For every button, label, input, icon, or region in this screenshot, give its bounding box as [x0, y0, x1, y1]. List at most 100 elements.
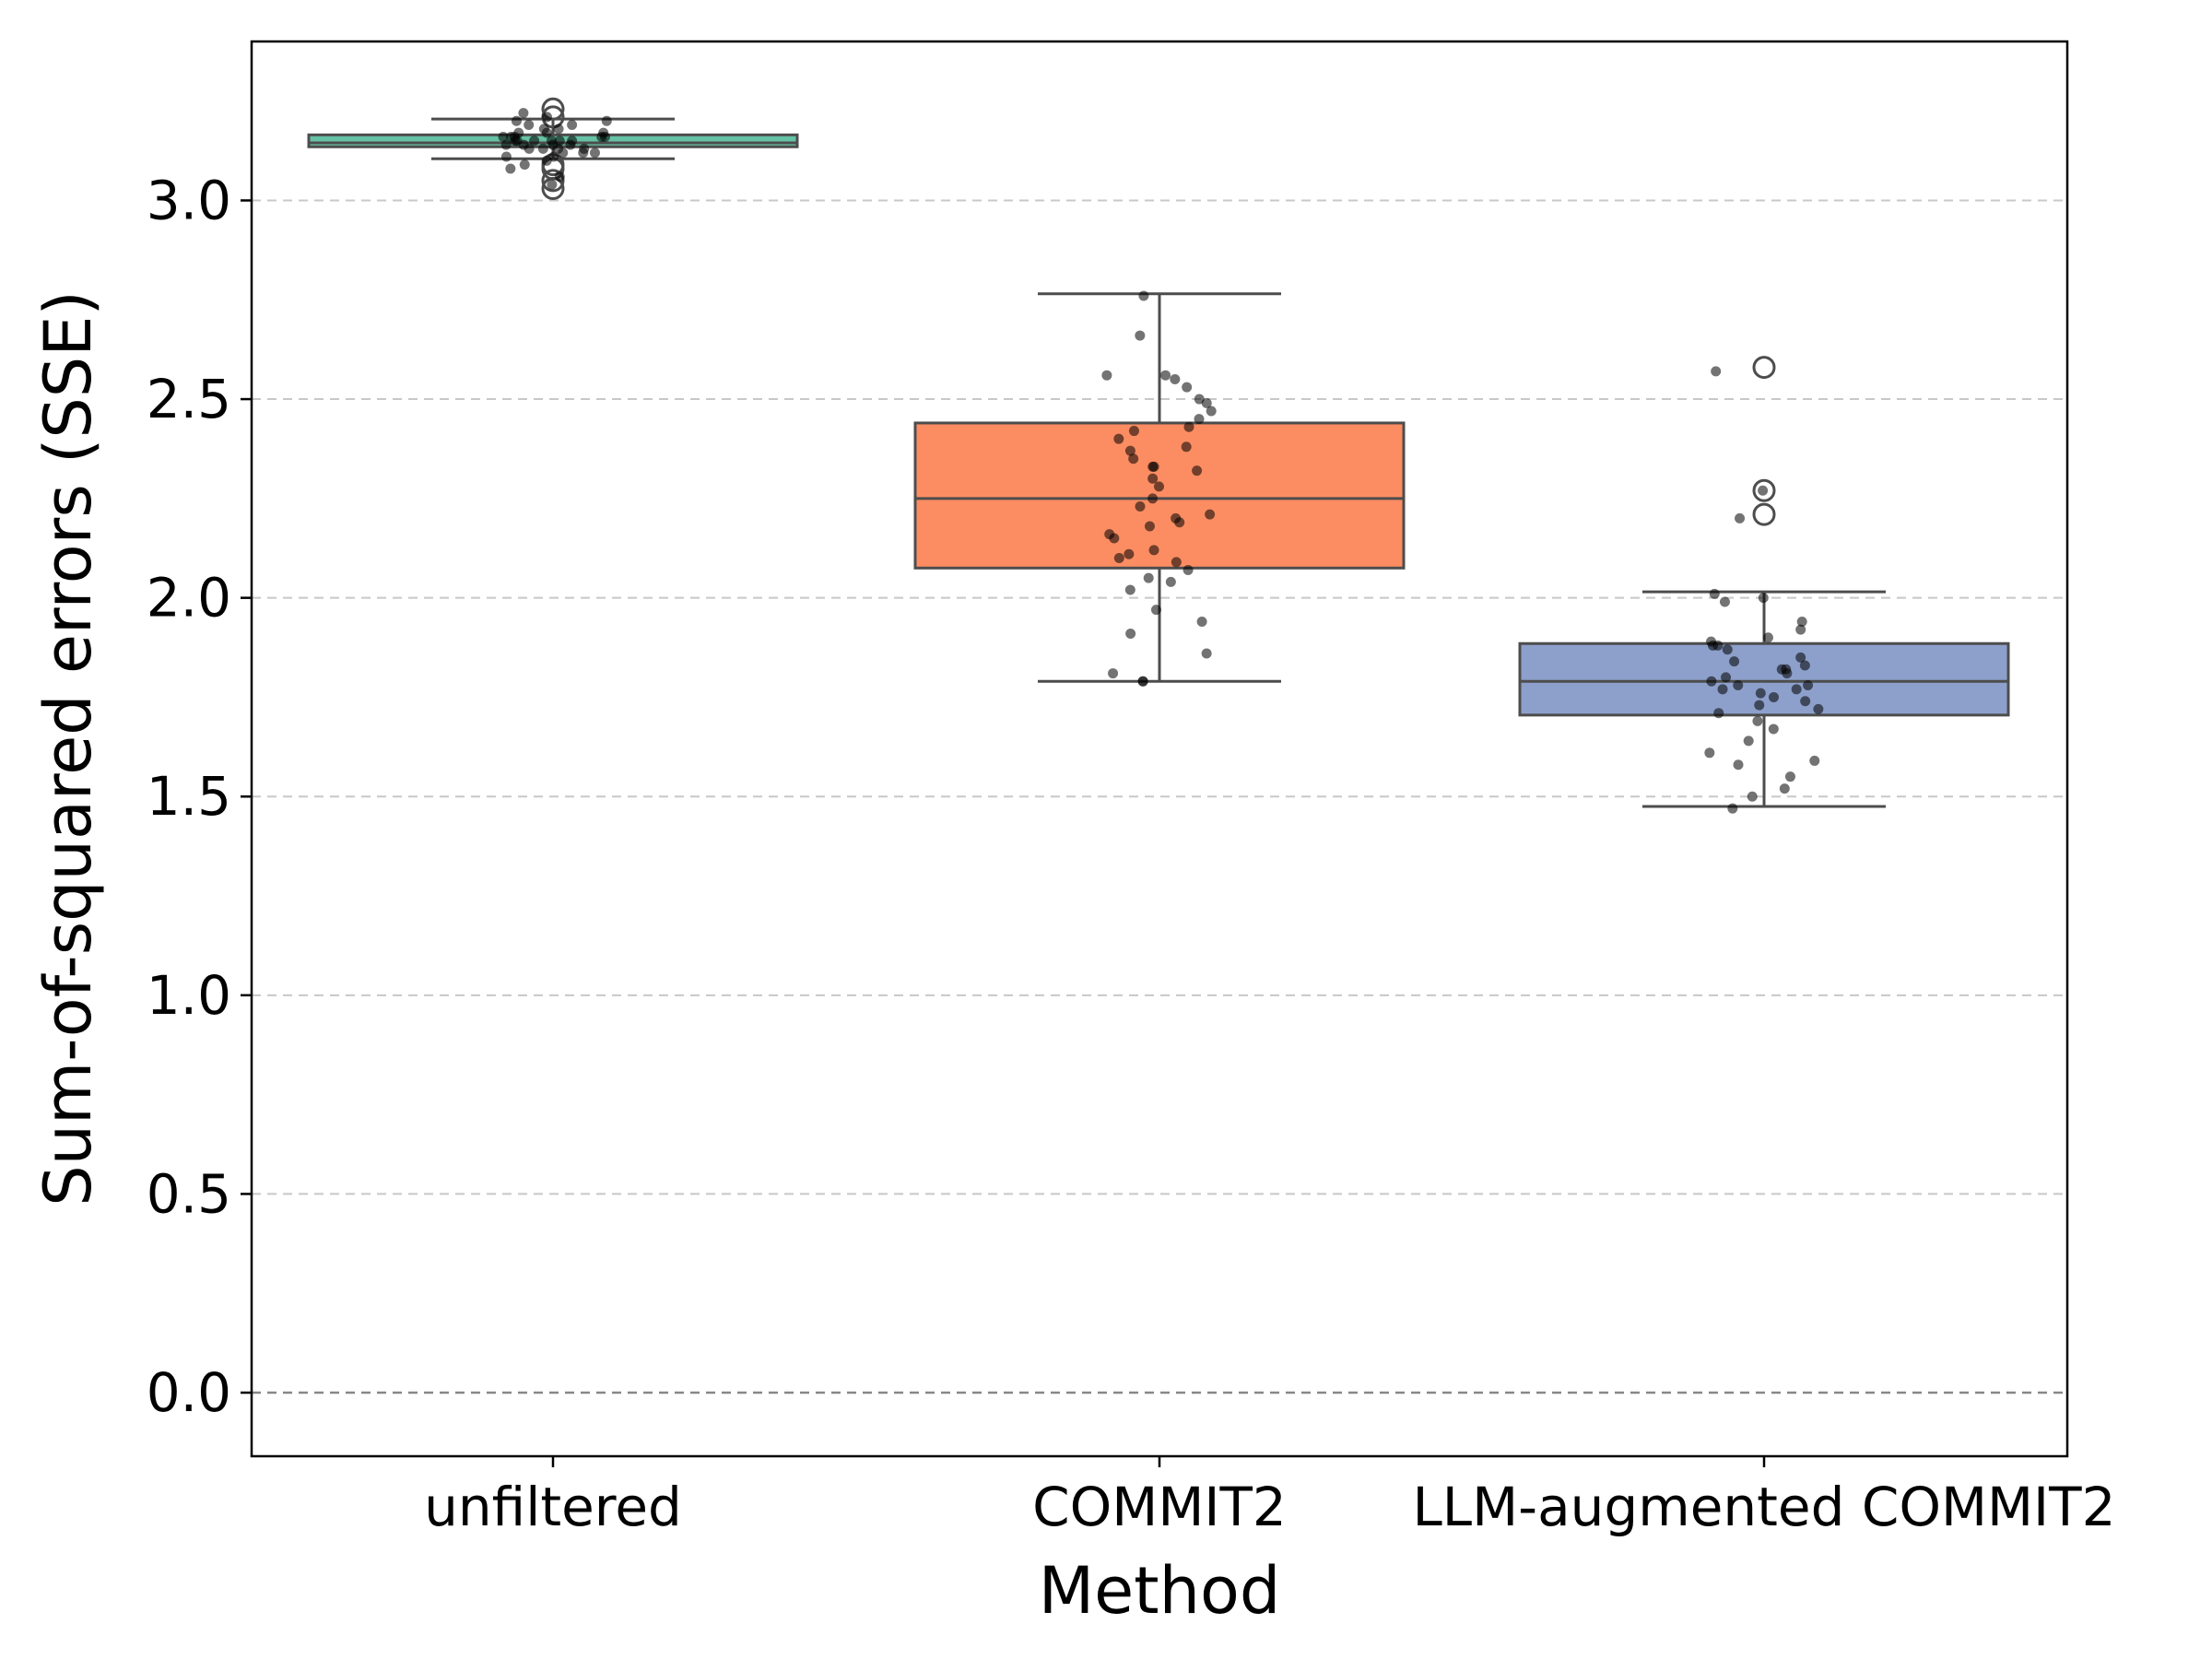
data-point: [1795, 652, 1806, 663]
y-axis-ticks: 0.0 0.5 1.0 1.5 2.0 2.5 3.0: [147, 169, 252, 1424]
data-point: [1171, 557, 1182, 568]
data-point: [1135, 500, 1146, 512]
data-point: [1709, 588, 1720, 599]
outlier-marker: [1752, 502, 1776, 526]
outlier-marker: [541, 97, 565, 121]
data-point: [1182, 382, 1193, 393]
data-point: [554, 171, 565, 182]
jitter-points: [498, 108, 1824, 814]
y-tick-label: 0.5: [147, 1162, 231, 1225]
data-point: [601, 115, 612, 126]
data-point: [1754, 700, 1765, 711]
data-point: [1719, 596, 1730, 607]
data-point: [1196, 617, 1207, 628]
data-point: [1194, 394, 1205, 405]
outlier-marker: [1752, 478, 1776, 502]
data-point: [1147, 461, 1159, 472]
data-point: [553, 124, 564, 135]
data-point: [1171, 512, 1182, 524]
data-point: [554, 135, 565, 147]
x-axis-label: Method: [1039, 1553, 1281, 1629]
data-point: [1711, 366, 1722, 377]
data-point: [1743, 735, 1754, 747]
data-point: [524, 120, 535, 131]
y-axis-label: Sum-of-squared errors (SSE): [30, 290, 106, 1206]
data-point: [598, 127, 609, 138]
data-point: [1138, 290, 1149, 301]
data-point: [546, 135, 557, 147]
data-point: [1147, 493, 1159, 504]
y-tick-label: 1.0: [147, 964, 231, 1027]
data-point: [538, 124, 549, 135]
x-tick-label: LLM-augmented COMMIT2: [1412, 1476, 2115, 1538]
x-tick-label: COMMIT2: [1032, 1476, 1287, 1538]
data-point: [1148, 545, 1159, 556]
data-point: [1201, 648, 1212, 659]
data-point: [1747, 791, 1758, 802]
data-point: [498, 131, 509, 142]
data-point: [1799, 660, 1810, 671]
data-point: [1113, 433, 1124, 444]
outlier-marker: [1752, 356, 1776, 380]
data-point: [519, 159, 530, 171]
x-axis-ticks: unfiltered COMMIT2 LLM-augmented COMMIT2: [424, 1456, 2116, 1538]
data-point: [1721, 672, 1732, 683]
data-point: [1727, 803, 1738, 814]
data-point: [567, 135, 578, 147]
data-point: [1205, 509, 1216, 520]
data-point: [1128, 426, 1139, 437]
data-point: [1768, 724, 1779, 735]
data-point: [1143, 572, 1154, 583]
data-point: [511, 115, 522, 126]
data-point: [1170, 374, 1181, 385]
y-tick-label: 0.0: [147, 1361, 231, 1424]
data-point: [1733, 680, 1744, 691]
y-tick-label: 3.0: [147, 169, 231, 231]
data-point: [1150, 605, 1161, 616]
data-point: [1809, 755, 1820, 766]
data-point: [1729, 656, 1740, 667]
data-point: [1706, 636, 1717, 647]
data-point: [500, 151, 512, 162]
x-tick-label: unfiltered: [424, 1476, 682, 1538]
data-point: [1784, 771, 1795, 782]
data-point: [548, 151, 559, 162]
data-point: [1153, 481, 1164, 492]
y-tick-label: 1.5: [147, 765, 231, 828]
data-point: [1147, 473, 1159, 484]
y-tick-label: 2.5: [147, 368, 231, 430]
data-point: [505, 163, 516, 174]
data-point: [1706, 676, 1717, 687]
data-point: [509, 131, 520, 142]
data-point: [1722, 644, 1733, 655]
data-point: [1183, 421, 1194, 432]
data-point: [589, 147, 600, 159]
data-point: [1206, 406, 1217, 417]
interquartile-box: [1518, 641, 2010, 717]
data-point: [1113, 553, 1124, 564]
data-point: [1813, 703, 1824, 714]
data-point: [1194, 414, 1205, 425]
data-point: [553, 143, 564, 154]
data-point: [567, 120, 578, 131]
data-point: [1137, 676, 1148, 687]
data-point: [1128, 453, 1139, 465]
data-point: [1124, 445, 1135, 456]
data-point: [1803, 680, 1814, 691]
data-point: [1160, 370, 1171, 381]
data-point: [1795, 624, 1806, 635]
data-point: [1104, 529, 1115, 540]
data-point: [1717, 684, 1728, 695]
data-point: [537, 143, 548, 154]
data-point: [1108, 668, 1119, 679]
data-point: [1713, 708, 1724, 719]
data-point: [1135, 330, 1146, 341]
data-point: [1735, 512, 1746, 524]
data-point: [1776, 664, 1787, 675]
data-point: [1796, 617, 1807, 628]
interquartile-box: [913, 421, 1406, 570]
y-tick-label: 2.0: [147, 567, 231, 629]
data-point: [1800, 696, 1811, 707]
